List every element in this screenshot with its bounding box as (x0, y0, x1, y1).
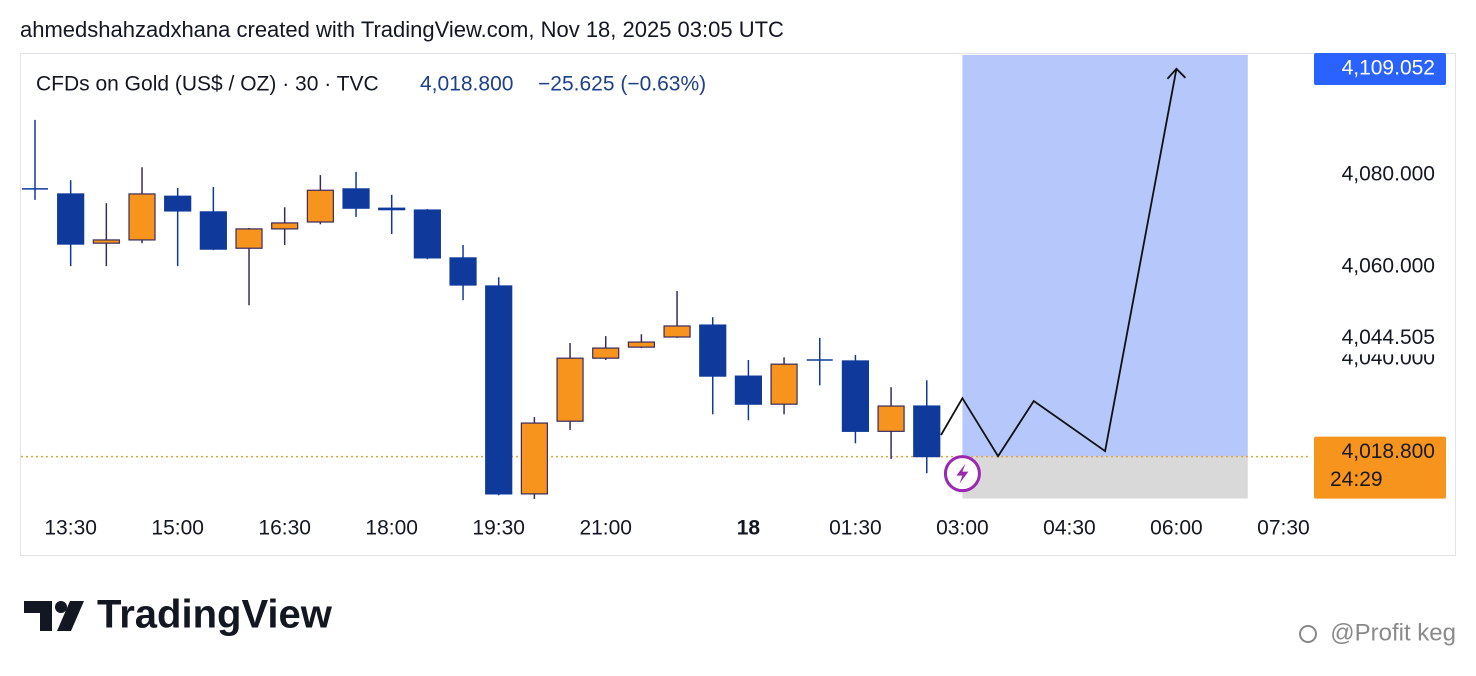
candle-body (199, 211, 227, 250)
x-tick-label: 04:30 (1043, 517, 1096, 540)
legend-price: 4,018.800 (420, 73, 513, 96)
candle-body (699, 324, 727, 377)
candle-body (592, 347, 620, 359)
candle-body (413, 209, 441, 259)
candle-body (913, 405, 941, 458)
logo-text: TradingView (97, 593, 333, 637)
x-tick-label: 19:30 (472, 517, 525, 540)
x-tick-label: 21:00 (579, 517, 632, 540)
plot-area (21, 55, 1311, 499)
watermark: @Profit keg (1299, 619, 1456, 646)
x-tick-label: 13:30 (44, 517, 97, 540)
x-tick-label: 18 (737, 517, 761, 540)
y-tick-label: 4,060.000 (1342, 255, 1435, 278)
arrow-head (1166, 67, 1187, 80)
x-tick-label: 15:00 (151, 517, 204, 540)
x-tick-label: 06:00 (1150, 517, 1203, 540)
x-tick-label: 01:30 (829, 517, 882, 540)
projection-path (940, 68, 1178, 458)
candle-body (92, 239, 120, 244)
candle-body (877, 405, 905, 432)
candle-body (734, 375, 763, 405)
countdown-label: 24:29 (1330, 468, 1383, 491)
candle-body (306, 189, 334, 223)
x-tick-label: 03:00 (936, 517, 989, 540)
chart-title: CFDs on Gold (US$ / OZ) · 30 · TVC (36, 73, 379, 96)
candle-body (449, 257, 477, 286)
candle-body (378, 207, 406, 211)
candle-body (235, 228, 263, 249)
x-tick-label: 18:00 (365, 517, 418, 540)
target-price-box (1314, 53, 1446, 85)
candle-body (770, 363, 798, 405)
alert-bolt (956, 463, 969, 484)
candle-body (271, 222, 299, 230)
candle-body (663, 325, 691, 338)
candle-body (485, 285, 513, 495)
candle-body (164, 195, 192, 212)
header: ahmedshahzadxhana created with TradingVi… (20, 17, 784, 42)
candle-body (342, 188, 370, 209)
profit-zone (962, 55, 1248, 457)
legend-change: −25.625 (−0.63%) (538, 73, 706, 96)
candle-body (841, 360, 870, 432)
watermark-text: @Profit keg (1330, 619, 1456, 646)
logo: TradingView (24, 593, 333, 637)
last-price-label: 4,018.800 (1342, 440, 1435, 463)
marker-price-box (1316, 323, 1446, 355)
candle-body (57, 193, 85, 245)
candle-body (520, 422, 548, 495)
loss-zone (962, 456, 1248, 499)
x-tick-label: 16:30 (258, 517, 311, 540)
last-price-box (1314, 436, 1446, 499)
candle-body (556, 357, 584, 422)
marker-price-label: 4,044.505 (1342, 326, 1435, 349)
x-tick-label: 07:30 (1257, 517, 1310, 540)
target-price-label: 4,109.052 (1342, 57, 1435, 80)
y-tick-label: 4,080.000 (1342, 163, 1435, 186)
candle-body (128, 193, 156, 241)
candle-body (627, 341, 655, 348)
